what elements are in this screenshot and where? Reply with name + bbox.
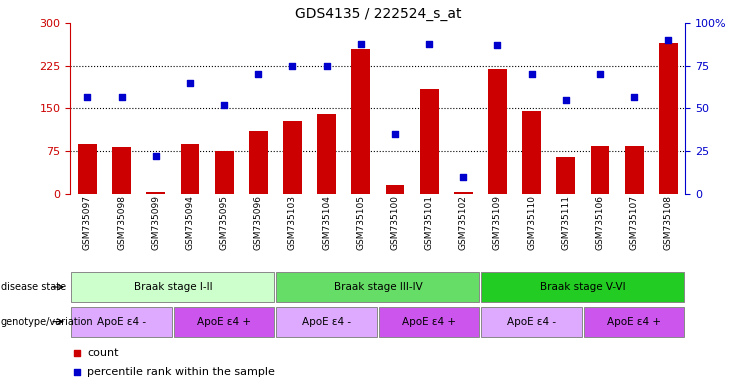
Point bbox=[82, 93, 93, 99]
Point bbox=[287, 63, 299, 69]
Point bbox=[526, 71, 538, 78]
Text: Braak stage I-II: Braak stage I-II bbox=[133, 282, 212, 292]
FancyBboxPatch shape bbox=[482, 306, 582, 337]
Point bbox=[628, 93, 640, 99]
Bar bbox=[181, 144, 199, 194]
Text: ApoE ε4 -: ApoE ε4 - bbox=[97, 316, 146, 327]
Point bbox=[389, 131, 401, 137]
Bar bbox=[112, 147, 131, 194]
FancyBboxPatch shape bbox=[276, 272, 479, 302]
Bar bbox=[351, 49, 370, 194]
Point bbox=[457, 174, 469, 180]
Bar bbox=[283, 121, 302, 194]
FancyBboxPatch shape bbox=[71, 306, 172, 337]
Bar bbox=[625, 146, 644, 194]
FancyBboxPatch shape bbox=[482, 272, 685, 302]
Text: count: count bbox=[87, 348, 119, 358]
FancyBboxPatch shape bbox=[379, 306, 479, 337]
Title: GDS4135 / 222524_s_at: GDS4135 / 222524_s_at bbox=[295, 7, 461, 21]
Bar bbox=[556, 157, 575, 194]
Bar bbox=[454, 192, 473, 194]
FancyBboxPatch shape bbox=[174, 306, 274, 337]
Point bbox=[70, 349, 82, 356]
Point bbox=[491, 42, 503, 48]
Point bbox=[218, 102, 230, 108]
Bar bbox=[317, 114, 336, 194]
Text: percentile rank within the sample: percentile rank within the sample bbox=[87, 367, 275, 377]
Bar bbox=[385, 185, 405, 194]
Point bbox=[560, 97, 572, 103]
Text: Braak stage V-VI: Braak stage V-VI bbox=[540, 282, 625, 292]
Bar bbox=[591, 146, 609, 194]
Point bbox=[70, 369, 82, 375]
FancyBboxPatch shape bbox=[276, 306, 377, 337]
Bar bbox=[488, 69, 507, 194]
Bar bbox=[419, 89, 439, 194]
Text: ApoE ε4 +: ApoE ε4 + bbox=[402, 316, 456, 327]
Bar bbox=[78, 144, 97, 194]
Text: ApoE ε4 +: ApoE ε4 + bbox=[197, 316, 251, 327]
Bar bbox=[522, 111, 541, 194]
Bar bbox=[147, 192, 165, 194]
Point bbox=[594, 71, 606, 78]
Bar bbox=[249, 131, 268, 194]
Text: disease state: disease state bbox=[1, 282, 66, 292]
Point bbox=[662, 37, 674, 43]
Point bbox=[423, 40, 435, 46]
Bar bbox=[659, 43, 678, 194]
Text: ApoE ε4 -: ApoE ε4 - bbox=[302, 316, 351, 327]
Point bbox=[184, 80, 196, 86]
Text: ApoE ε4 +: ApoE ε4 + bbox=[607, 316, 661, 327]
Text: ApoE ε4 -: ApoE ε4 - bbox=[507, 316, 556, 327]
Bar bbox=[215, 151, 233, 194]
Point bbox=[116, 93, 127, 99]
Text: genotype/variation: genotype/variation bbox=[1, 316, 93, 327]
Text: Braak stage III-IV: Braak stage III-IV bbox=[333, 282, 422, 292]
FancyBboxPatch shape bbox=[584, 306, 685, 337]
Point bbox=[253, 71, 265, 78]
FancyBboxPatch shape bbox=[71, 272, 274, 302]
Point bbox=[321, 63, 333, 69]
Point bbox=[150, 153, 162, 159]
Point bbox=[355, 40, 367, 46]
